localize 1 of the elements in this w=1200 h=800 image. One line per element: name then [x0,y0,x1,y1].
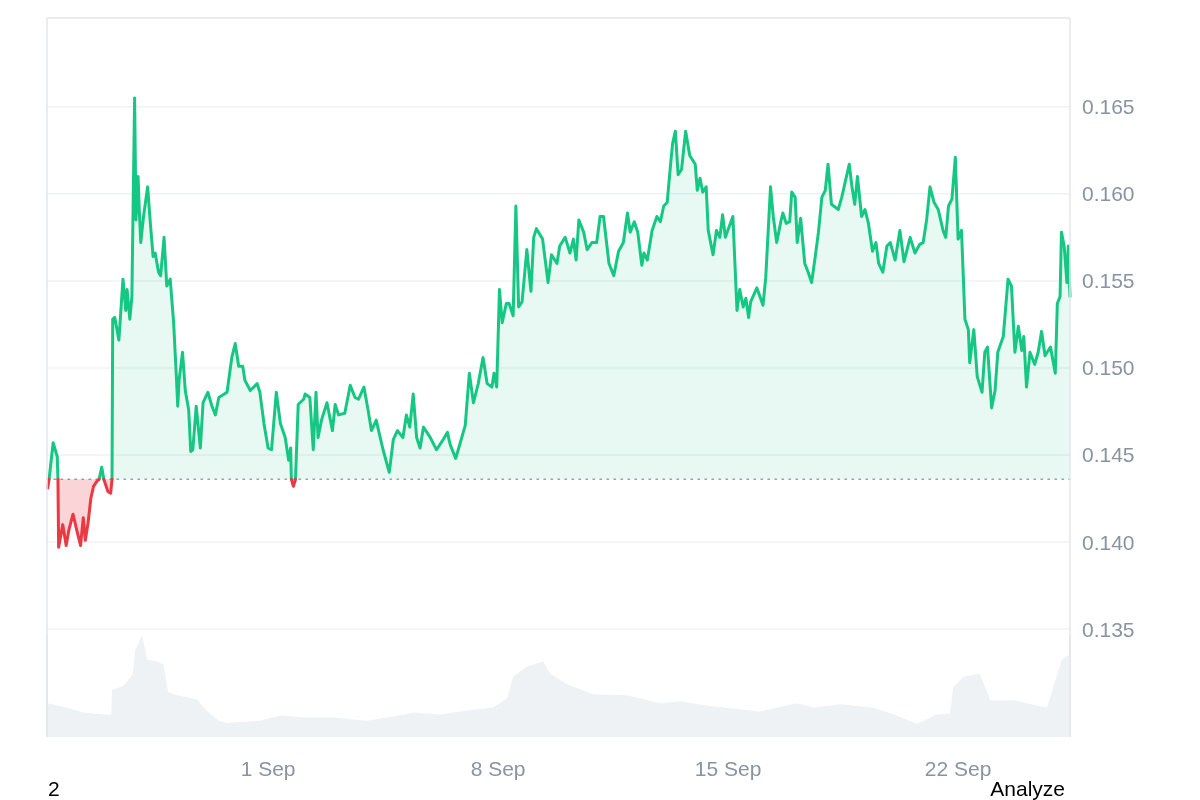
y-tick-label: 0.165 [1082,95,1135,119]
